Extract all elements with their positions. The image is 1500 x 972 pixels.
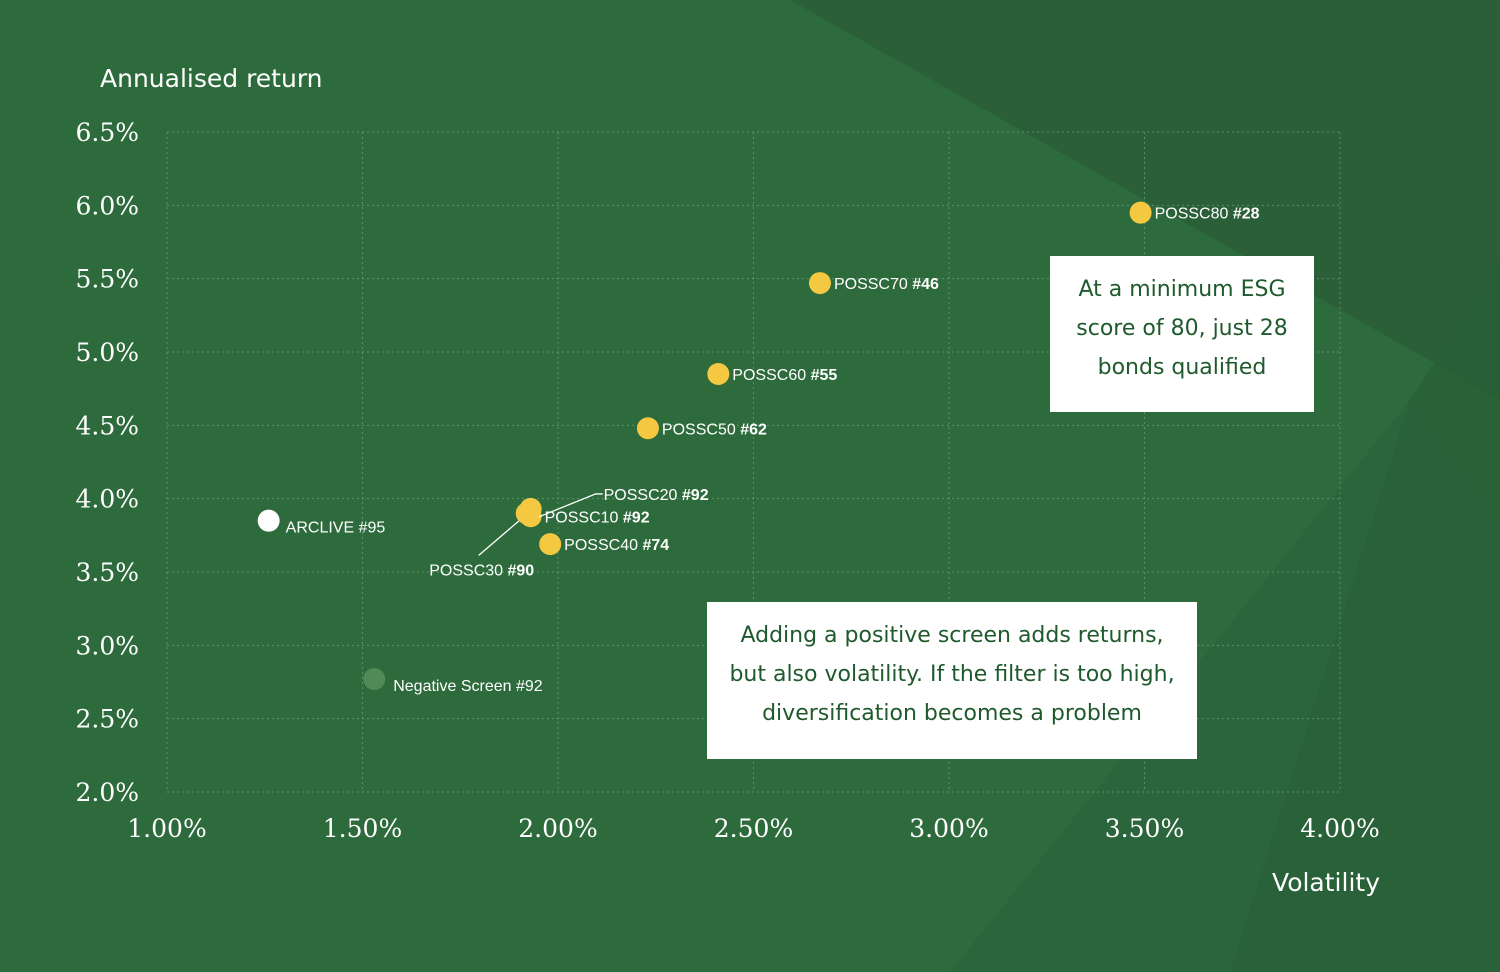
point-arclive: ARCLIVE #95 <box>257 509 386 537</box>
label-possc40: POSSC40 #74 <box>564 537 669 554</box>
label-rank: #95 <box>359 520 386 537</box>
label-rank: #28 <box>1233 206 1260 223</box>
y-axis: 2.0% 2.5% 3.0% 3.5% 4.0% 4.5% 5.0% 5.5% 6.0% 6.5% <box>75 118 139 807</box>
label-possc70: POSSC70 #46 <box>834 276 939 293</box>
bg-shape-top-right <box>790 0 1500 400</box>
y-axis-title: Annualised return <box>100 64 323 93</box>
leader-line <box>478 518 522 556</box>
label-name: POSSC70 <box>834 276 912 293</box>
marker-possc40 <box>539 533 562 556</box>
label-rank: #46 <box>912 276 939 293</box>
marker-possc60 <box>707 363 730 385</box>
label-possc80: POSSC80 #28 <box>1155 206 1260 223</box>
x-tick-label: 2.50% <box>714 814 793 843</box>
marker-negative-screen <box>363 668 386 691</box>
label-possc50: POSSC50 #62 <box>662 421 767 438</box>
y-tick-label: 3.5% <box>75 558 139 587</box>
point-possc60: POSSC60 #55 <box>707 363 837 385</box>
x-tick-label: 2.00% <box>518 814 597 843</box>
y-tick-label: 4.5% <box>75 411 139 440</box>
y-tick-label: 4.0% <box>75 485 139 514</box>
y-tick-label: 5.0% <box>75 338 139 367</box>
background-decoration <box>790 0 1500 972</box>
bg-shape-bottom-right <box>950 400 1500 972</box>
callout-positive-screen: Adding a positive screen adds returns, b… <box>707 602 1197 759</box>
point-possc30: POSSC30 #90 <box>429 502 538 579</box>
label-negative-screen: Negative Screen #92 <box>393 678 543 695</box>
x-tick-label: 1.00% <box>127 814 206 843</box>
x-tick-label: 4.00% <box>1300 814 1379 843</box>
label-rank: #92 <box>682 487 709 504</box>
label-rank: #92 <box>516 678 543 695</box>
marker-arclive <box>257 509 280 532</box>
label-name: POSSC50 <box>662 421 740 438</box>
label-rank: #92 <box>623 509 650 526</box>
label-possc10: POSSC10 #92 <box>545 509 650 526</box>
y-tick-label: 6.0% <box>75 191 139 220</box>
label-name: POSSC60 <box>732 367 810 384</box>
y-tick-label: 6.5% <box>75 118 139 147</box>
y-tick-label: 5.5% <box>75 265 139 294</box>
point-possc40: POSSC40 #74 <box>539 533 669 556</box>
label-name: POSSC20 <box>604 487 682 504</box>
point-possc70: POSSC70 #46 <box>808 272 939 295</box>
y-tick-label: 2.0% <box>75 778 139 807</box>
callout-esg80: At a minimum ESG score of 80, just 28 bo… <box>1050 256 1314 412</box>
label-name: POSSC30 <box>429 562 507 579</box>
marker-possc50 <box>636 417 659 440</box>
label-possc30: POSSC30 #90 <box>429 562 534 579</box>
y-tick-label: 3.0% <box>75 631 139 660</box>
label-rank: #55 <box>811 367 838 384</box>
marker-possc70 <box>808 272 831 295</box>
point-possc50: POSSC50 #62 <box>636 417 767 440</box>
label-possc60: POSSC60 #55 <box>732 367 837 384</box>
label-name: POSSC10 <box>545 509 623 526</box>
point-negative-screen: Negative Screen #92 <box>363 668 543 695</box>
label-arclive: ARCLIVE #95 <box>286 520 386 537</box>
label-rank: #90 <box>508 562 535 579</box>
label-possc20: POSSC20 #92 <box>604 487 709 504</box>
label-rank: #62 <box>740 421 767 438</box>
marker-possc80 <box>1129 201 1152 224</box>
x-axis-title: Volatility <box>1272 868 1380 897</box>
point-possc80: POSSC80 #28 <box>1129 201 1260 224</box>
x-tick-label: 1.50% <box>323 814 402 843</box>
label-name: POSSC40 <box>564 537 642 554</box>
leader-line <box>538 493 603 518</box>
label-name: ARCLIVE <box>286 520 359 537</box>
x-tick-label: 3.50% <box>1105 814 1184 843</box>
x-tick-label: 3.00% <box>909 814 988 843</box>
label-name: Negative Screen <box>393 678 516 695</box>
x-axis: 1.00% 1.50% 2.00% 2.50% 3.00% 3.50% 4.00% <box>127 814 1379 843</box>
y-tick-label: 2.5% <box>75 705 139 734</box>
marker-possc30 <box>515 502 538 525</box>
label-name: POSSC80 <box>1155 206 1233 223</box>
label-rank: #74 <box>642 537 669 554</box>
